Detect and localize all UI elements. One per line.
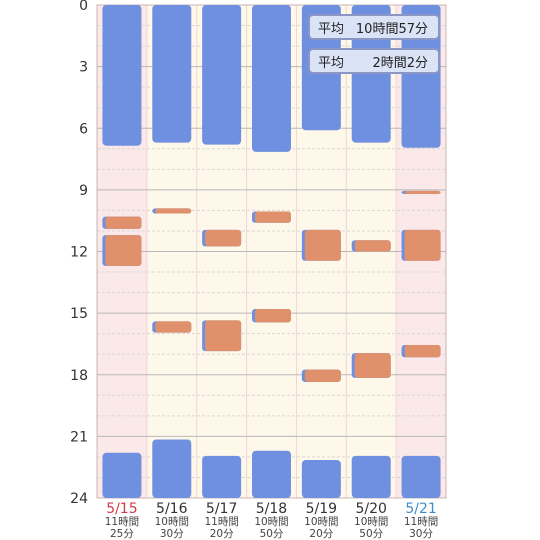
nap-bar [354, 240, 391, 252]
x-total-minutes-label: 20分 [309, 528, 333, 540]
average-nap-badge: 平均 2時間2分 [308, 48, 440, 74]
main-sleep-bar [202, 455, 242, 498]
main-sleep-bar [102, 5, 142, 146]
nap-bar [255, 211, 291, 223]
y-tick-label: 24 [70, 491, 88, 507]
x-total-minutes-label: 30分 [409, 528, 433, 540]
y-tick-label: 3 [79, 60, 88, 76]
average-sleep-value: 10時間57分 [355, 21, 428, 37]
x-total-hours-label: 11時間 [105, 516, 139, 528]
x-total-minutes-label: 50分 [260, 528, 284, 540]
x-date-label: 5/20 [355, 501, 386, 517]
nap-bar [155, 321, 192, 333]
y-tick-label: 0 [79, 0, 88, 14]
x-total-minutes-label: 50分 [359, 528, 383, 540]
x-total-minutes-label: 20分 [210, 528, 234, 540]
main-sleep-bar [301, 459, 341, 498]
main-sleep-bar [401, 455, 441, 498]
x-date-label: 5/16 [156, 501, 188, 517]
nap-bar [105, 235, 142, 266]
main-sleep-bar [202, 5, 242, 145]
x-date-label: 5/21 [405, 501, 436, 517]
average-sleep-badge: 平均 10時間57分 [308, 14, 440, 40]
main-sleep-bar [401, 5, 441, 148]
sleep-bars [102, 5, 441, 498]
main-sleep-bar [252, 450, 291, 498]
main-sleep-bar [252, 5, 291, 152]
x-axis-labels: 5/1511時間25分5/1610時間30分5/1711時間20分5/1810時… [105, 501, 439, 540]
x-total-hours-label: 10時間 [354, 516, 388, 528]
nap-bar [404, 229, 441, 261]
nap-bar [304, 229, 341, 261]
nap-bar [255, 309, 291, 323]
x-date-label: 5/19 [306, 501, 337, 517]
x-total-minutes-label: 25分 [110, 528, 134, 540]
x-date-label: 5/17 [206, 501, 237, 517]
y-tick-label: 18 [70, 368, 88, 384]
x-total-minutes-label: 30分 [160, 528, 184, 540]
y-tick-label: 21 [70, 429, 88, 445]
x-date-label: 5/15 [106, 501, 137, 517]
x-total-hours-label: 10時間 [254, 516, 288, 528]
x-date-label: 5/18 [256, 501, 287, 517]
average-nap-label: 平均 [318, 55, 345, 71]
y-axis: 0 3 6 9 12 15 18 21 24 [70, 0, 88, 507]
x-total-hours-label: 11時間 [404, 516, 438, 528]
nap-bar [155, 208, 192, 214]
y-tick-label: 15 [70, 306, 88, 322]
nap-bar [304, 369, 341, 382]
y-tick-label: 6 [79, 121, 88, 137]
x-total-hours-label: 11時間 [204, 516, 238, 528]
y-tick-label: 9 [79, 183, 88, 199]
main-sleep-bar [102, 452, 142, 498]
main-sleep-bar [152, 5, 192, 143]
nap-bar [205, 320, 242, 352]
x-total-hours-label: 10時間 [155, 516, 189, 528]
main-sleep-bar [351, 455, 391, 498]
y-tick-label: 12 [70, 245, 88, 261]
nap-bar [354, 353, 391, 378]
nap-bar [205, 229, 242, 247]
average-sleep-label: 平均 [318, 21, 345, 37]
nap-bar [404, 344, 441, 358]
main-sleep-bar [152, 439, 192, 498]
average-nap-value: 2時間2分 [372, 55, 428, 71]
nap-bar [404, 190, 441, 194]
x-total-hours-label: 10時間 [304, 516, 338, 528]
nap-bar [105, 216, 142, 229]
